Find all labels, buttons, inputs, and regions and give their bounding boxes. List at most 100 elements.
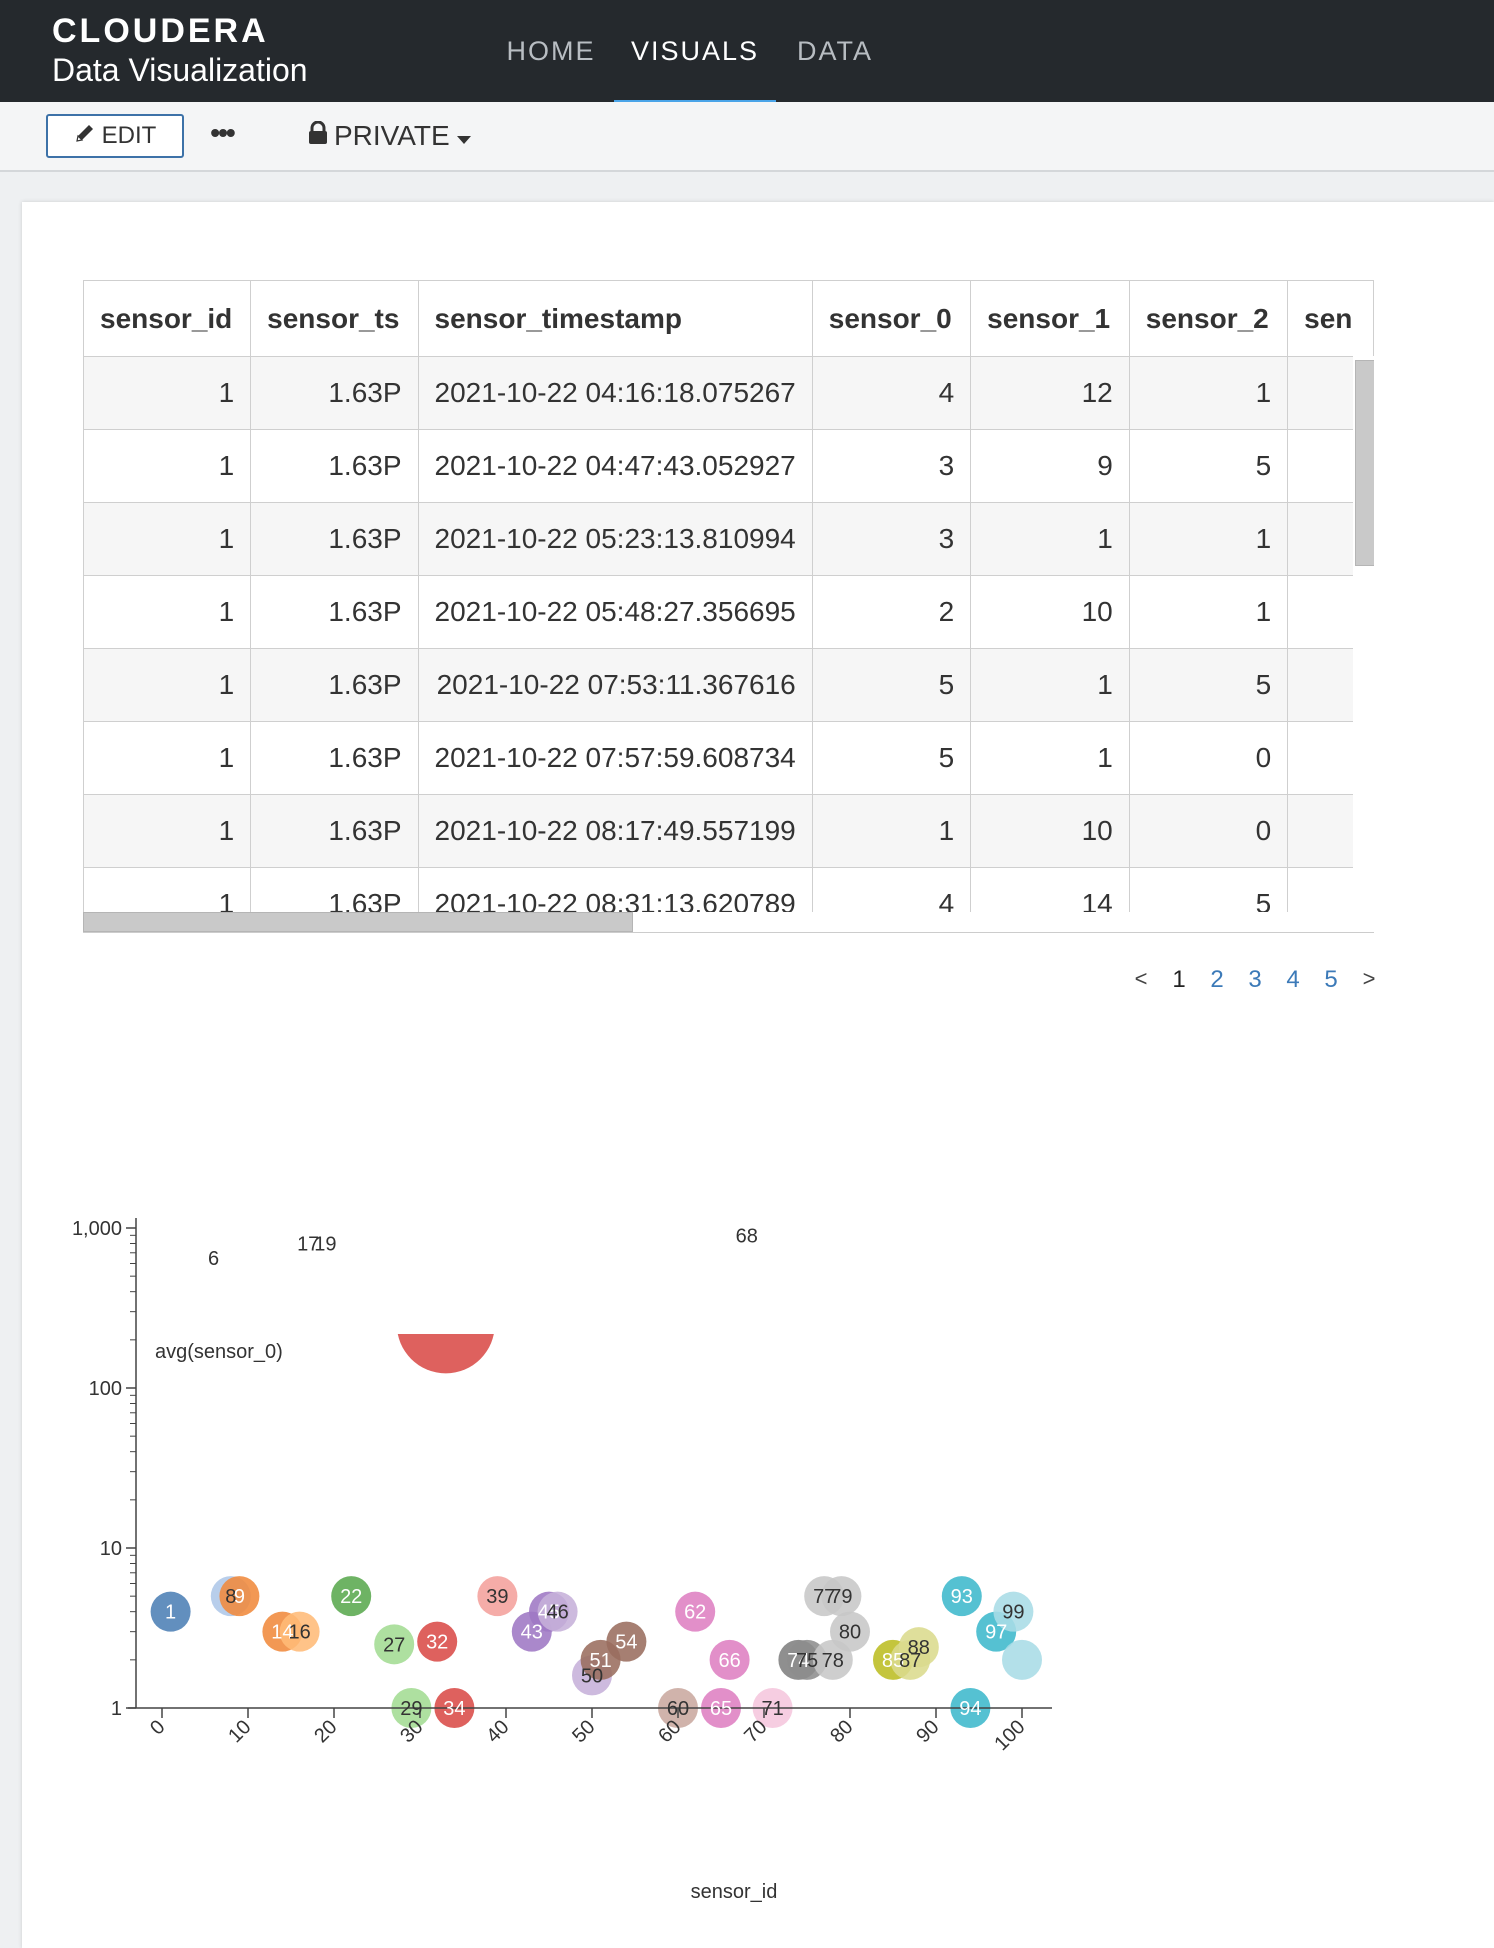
- bubble-point[interactable]: [537, 1591, 578, 1632]
- table-cell: 1.63P: [250, 575, 419, 649]
- bubble-label: 54: [615, 1632, 637, 1654]
- bubble-point[interactable]: [1002, 1639, 1042, 1680]
- bubble-point[interactable]: [331, 1576, 372, 1617]
- table-cell: 0: [1128, 794, 1289, 868]
- table-cell: 5: [1128, 429, 1289, 503]
- bubble-label: 71: [761, 1698, 783, 1720]
- bubble-point[interactable]: [374, 1624, 415, 1665]
- nav-tab-data[interactable]: DATA: [796, 36, 873, 66]
- table-row[interactable]: 1 1.63P 2021-10-22 05:23:13.810994 3 1 1: [83, 502, 1374, 576]
- bubble-label: 62: [684, 1602, 706, 1624]
- nav-tab-home[interactable]: HOME: [506, 36, 596, 66]
- table-cell: 5: [811, 648, 972, 722]
- table-cell: 1: [970, 648, 1130, 722]
- bubble-point[interactable]: [993, 1591, 1034, 1632]
- bubble-label: 9: [234, 1586, 245, 1608]
- table-row[interactable]: 1 1.63P 2021-10-22 04:16:18.075267 4 12 1: [83, 356, 1374, 430]
- app-logo[interactable]: CLOUDERA Data Visualization: [52, 14, 308, 90]
- table-cell: 1: [83, 648, 252, 722]
- table-row[interactable]: 1 1.63P 2021-10-22 07:53:11.367616 5 1 5: [83, 648, 1374, 722]
- lock-icon: [308, 120, 328, 152]
- table-row[interactable]: 1 1.63P 2021-10-22 05:48:27.356695 2 10 1: [83, 575, 1374, 649]
- x-tick-label: 0: [146, 1716, 169, 1739]
- logo-product-name: Data Visualization: [52, 52, 308, 88]
- column-header[interactable]: sensor_ts: [250, 280, 419, 357]
- bubble-point[interactable]: [150, 1591, 191, 1632]
- bubble-point[interactable]: [675, 1591, 716, 1632]
- table-cell: 1: [970, 721, 1130, 795]
- bubble-point[interactable]: [830, 1611, 870, 1652]
- table-cell: 3: [811, 502, 972, 576]
- bubble-label: 77: [813, 1586, 835, 1608]
- bubble-point[interactable]: [709, 1639, 750, 1680]
- page-link[interactable]: 2: [1210, 966, 1224, 993]
- vertical-scrollbar[interactable]: [1355, 360, 1374, 566]
- table-cell: 1: [1128, 575, 1289, 649]
- table-row[interactable]: 1 1.63P 2021-10-22 04:47:43.052927 3 9 5: [83, 429, 1374, 503]
- page-link-current[interactable]: 1: [1172, 966, 1186, 993]
- column-header[interactable]: sensor_0: [811, 280, 972, 357]
- bubble-point[interactable]: [219, 1576, 260, 1617]
- data-table-visual: sensor_id sensor_ts sensor_timestamp sen…: [83, 280, 1374, 933]
- next-page-button[interactable]: >: [1362, 966, 1376, 991]
- horizontal-scrollbar[interactable]: [83, 912, 633, 932]
- privacy-dropdown[interactable]: PRIVATE: [308, 116, 472, 156]
- table-cell: 1: [83, 721, 252, 795]
- bubble-label: 88: [908, 1637, 930, 1659]
- table-cell: 12: [970, 356, 1130, 430]
- table-cell: 1: [83, 794, 252, 868]
- table-cell: 1.63P: [250, 648, 419, 722]
- bubble-label: 74: [787, 1650, 809, 1672]
- table-cell: 1: [83, 575, 252, 649]
- bubble-point[interactable]: [821, 1576, 862, 1617]
- nav-tab-visuals[interactable]: VISUALS: [630, 36, 760, 66]
- bubble-label: 79: [830, 1586, 852, 1608]
- column-header[interactable]: sensor_timestamp: [417, 280, 813, 357]
- bubble-label: 99: [1002, 1602, 1024, 1624]
- table-cell: 1.63P: [250, 794, 419, 868]
- page-link[interactable]: 4: [1286, 966, 1300, 993]
- bubble-label: 45: [538, 1602, 560, 1624]
- bubble-label: 87: [899, 1650, 921, 1672]
- previous-page-button[interactable]: <: [1134, 966, 1148, 991]
- x-tick-label: 90: [912, 1716, 943, 1747]
- column-header[interactable]: sensor_1: [970, 280, 1130, 357]
- bubble-point[interactable]: [279, 1611, 320, 1652]
- column-header[interactable]: sensor_id: [83, 280, 252, 357]
- column-header[interactable]: sen: [1287, 280, 1374, 357]
- bubble-label: 78: [822, 1650, 844, 1672]
- dashboard-canvas: sensor_id sensor_ts sensor_timestamp sen…: [22, 202, 1494, 1948]
- privacy-label: PRIVATE: [334, 120, 450, 151]
- edit-button[interactable]: EDIT: [46, 114, 184, 158]
- bubble-point[interactable]: [941, 1576, 982, 1617]
- table-header-row: sensor_id sensor_ts sensor_timestamp sen…: [83, 280, 1374, 357]
- more-options-button[interactable]: •••: [210, 117, 235, 148]
- bubble-point[interactable]: [397, 1275, 495, 1374]
- column-header[interactable]: sensor_2: [1128, 280, 1289, 357]
- bubble-label: 94: [959, 1698, 981, 1720]
- table-cell: 1.63P: [250, 502, 419, 576]
- bubble-label: 50: [581, 1665, 603, 1687]
- bubble-label: 75: [796, 1650, 818, 1672]
- page-link[interactable]: 5: [1324, 966, 1338, 993]
- bubble-label: 27: [383, 1634, 405, 1656]
- page-link[interactable]: 3: [1248, 966, 1262, 993]
- table-row[interactable]: 1 1.63P 2021-10-22 08:17:49.557199 1 10 0: [83, 794, 1374, 868]
- table-cell: 3: [811, 429, 972, 503]
- bubble-label: 33: [435, 1314, 457, 1336]
- table-cell: 1.63P: [250, 356, 419, 430]
- bubble-point[interactable]: [417, 1621, 458, 1662]
- x-tick-label: 10: [224, 1716, 255, 1747]
- bubble-label: 93: [951, 1586, 973, 1608]
- table-row[interactable]: 1 1.63P 2021-10-22 07:57:59.608734 5 1 0: [83, 721, 1374, 795]
- bubble-label: 68: [736, 1225, 758, 1247]
- bubble-point[interactable]: [898, 1627, 939, 1668]
- table-cell: 2021-10-22 04:16:18.075267: [417, 356, 813, 430]
- bubble-label: 60: [667, 1698, 689, 1720]
- bubble-point[interactable]: [606, 1621, 647, 1662]
- table-cell: 5: [1128, 648, 1289, 722]
- bubble-label: 14: [271, 1622, 293, 1644]
- x-tick-label: 50: [568, 1716, 599, 1747]
- bubble-point[interactable]: [477, 1576, 518, 1617]
